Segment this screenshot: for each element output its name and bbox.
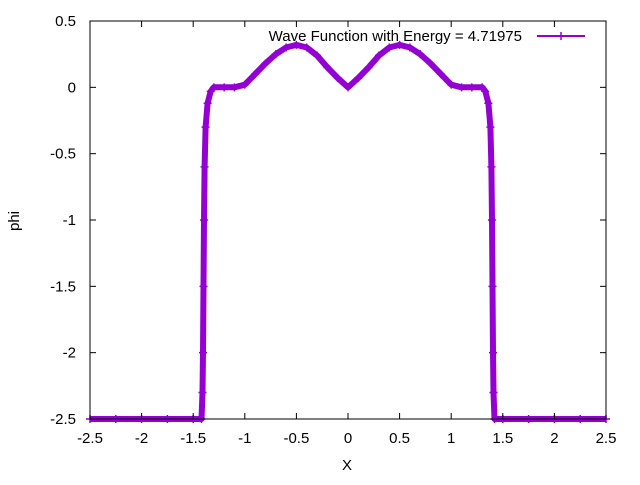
y-tick-label: 0.5 bbox=[55, 13, 76, 30]
data-point bbox=[230, 83, 239, 92]
data-point bbox=[198, 388, 207, 397]
plot-frame bbox=[89, 20, 607, 420]
data-point bbox=[488, 348, 497, 357]
x-tick-label: -2 bbox=[135, 430, 148, 447]
data-point bbox=[251, 70, 260, 79]
data-point bbox=[333, 74, 342, 83]
legend: Wave Function with Energy = 4.71975 bbox=[269, 28, 585, 45]
y-tick-label: -2 bbox=[63, 345, 76, 362]
data-point bbox=[385, 43, 394, 52]
data-point bbox=[209, 83, 218, 92]
x-tick-label: -1.5 bbox=[180, 430, 206, 447]
x-axis-label: X bbox=[342, 457, 352, 474]
data-point bbox=[405, 43, 414, 52]
y-tick-label: -1 bbox=[63, 212, 76, 229]
data-point bbox=[323, 63, 332, 72]
data-point bbox=[302, 43, 311, 52]
data-point bbox=[199, 348, 208, 357]
x-tick-label: 1 bbox=[447, 430, 455, 447]
data-point bbox=[200, 216, 209, 224]
data-point bbox=[313, 51, 322, 60]
data-point bbox=[436, 70, 445, 79]
data-point bbox=[203, 99, 212, 108]
data-point bbox=[488, 282, 497, 291]
data-point bbox=[344, 83, 352, 92]
data-point bbox=[282, 43, 291, 52]
data-point bbox=[261, 59, 270, 68]
legend-label: Wave Function with Energy = 4.71975 bbox=[269, 28, 522, 45]
data-point bbox=[426, 59, 435, 68]
y-axis-label: phi bbox=[6, 211, 23, 231]
x-tick-label: 0.5 bbox=[389, 430, 410, 447]
x-tick-label: 1.5 bbox=[492, 430, 513, 447]
x-tick-label: -2.5 bbox=[77, 430, 103, 447]
data-point bbox=[489, 388, 498, 397]
y-tick-label: -2.5 bbox=[50, 411, 76, 428]
data-point bbox=[220, 83, 229, 92]
x-tick-label: 2.5 bbox=[596, 430, 617, 447]
data-point bbox=[487, 162, 496, 171]
y-tick-label: -0.5 bbox=[50, 146, 76, 163]
data-point bbox=[416, 50, 425, 59]
data-point bbox=[467, 83, 476, 92]
data-point bbox=[199, 282, 208, 291]
data-point bbox=[292, 40, 301, 49]
data-point bbox=[395, 40, 404, 49]
y-tick-label: 0 bbox=[68, 79, 76, 96]
data-point bbox=[457, 83, 466, 92]
x-tick-label: 0 bbox=[344, 430, 352, 447]
data-point bbox=[240, 80, 249, 89]
data-point bbox=[487, 216, 496, 224]
data-point bbox=[201, 123, 210, 132]
series-layer bbox=[86, 40, 610, 423]
x-tick-label: -0.5 bbox=[283, 430, 309, 447]
data-point bbox=[200, 162, 209, 171]
data-point bbox=[364, 63, 373, 72]
data-point bbox=[374, 51, 383, 60]
x-tick-label: -1 bbox=[238, 430, 251, 447]
data-point bbox=[447, 80, 456, 89]
axes-layer: -2.5 -2 -1.5 -1 -0.5 0 0.5 1 1.5 2 2.5 -2.5 -2 -1.5 -1… bbox=[50, 13, 616, 447]
data-point bbox=[271, 50, 280, 59]
series-line bbox=[90, 41, 606, 422]
data-point bbox=[484, 99, 493, 108]
data-point bbox=[486, 123, 495, 132]
y-tick-label: -1.5 bbox=[50, 278, 76, 295]
data-point bbox=[354, 74, 363, 83]
x-tick-label: 2 bbox=[550, 430, 558, 447]
data-point bbox=[481, 87, 490, 96]
